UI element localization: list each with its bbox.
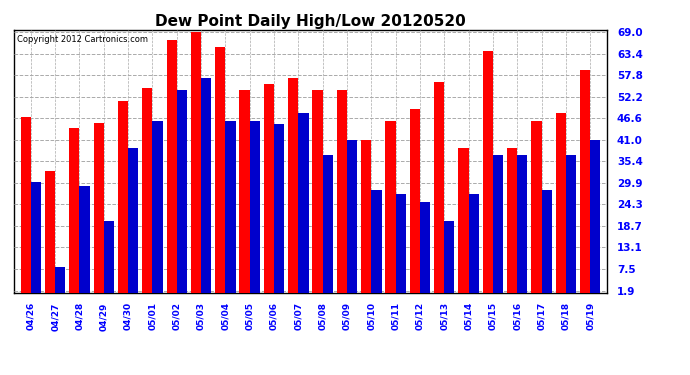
- Bar: [298, 113, 308, 298]
- Bar: [395, 194, 406, 298]
- Bar: [264, 84, 274, 298]
- Bar: [118, 101, 128, 298]
- Bar: [347, 140, 357, 298]
- Bar: [590, 140, 600, 298]
- Bar: [371, 190, 382, 298]
- Bar: [555, 113, 566, 298]
- Bar: [215, 47, 226, 298]
- Bar: [152, 121, 163, 298]
- Bar: [580, 70, 590, 298]
- Bar: [493, 155, 503, 298]
- Bar: [166, 40, 177, 298]
- Bar: [274, 124, 284, 298]
- Bar: [361, 140, 371, 298]
- Bar: [313, 90, 323, 298]
- Bar: [458, 148, 469, 298]
- Bar: [79, 186, 90, 298]
- Bar: [542, 190, 552, 298]
- Bar: [94, 123, 104, 298]
- Bar: [142, 88, 152, 298]
- Bar: [531, 121, 542, 298]
- Bar: [483, 51, 493, 298]
- Bar: [288, 78, 298, 298]
- Bar: [444, 221, 455, 298]
- Bar: [386, 121, 395, 298]
- Bar: [104, 221, 114, 298]
- Bar: [226, 121, 235, 298]
- Bar: [128, 148, 138, 298]
- Text: Copyright 2012 Cartronics.com: Copyright 2012 Cartronics.com: [17, 35, 148, 44]
- Bar: [45, 171, 55, 298]
- Bar: [239, 90, 250, 298]
- Bar: [21, 117, 31, 298]
- Bar: [201, 78, 211, 298]
- Bar: [469, 194, 479, 298]
- Bar: [191, 32, 201, 298]
- Bar: [507, 148, 518, 298]
- Bar: [410, 109, 420, 298]
- Bar: [55, 267, 66, 298]
- Bar: [69, 128, 79, 298]
- Bar: [434, 82, 444, 298]
- Title: Dew Point Daily High/Low 20120520: Dew Point Daily High/Low 20120520: [155, 14, 466, 29]
- Bar: [31, 182, 41, 298]
- Bar: [177, 90, 187, 298]
- Bar: [250, 121, 260, 298]
- Bar: [420, 201, 430, 298]
- Bar: [323, 155, 333, 298]
- Bar: [518, 155, 527, 298]
- Bar: [337, 90, 347, 298]
- Bar: [566, 155, 576, 298]
